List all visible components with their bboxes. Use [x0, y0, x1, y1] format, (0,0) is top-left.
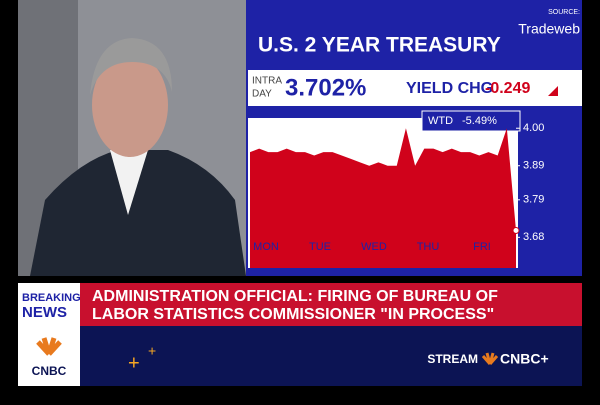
quote-box [248, 70, 582, 106]
stream: STREAM [427, 352, 478, 366]
yield: 3.702% [285, 74, 366, 101]
intra-label: DAY [252, 89, 272, 100]
tag-box [18, 283, 80, 326]
chart: 3.68 3.79 3.89 4.00 MON TUE WED THU FRI [250, 122, 544, 268]
x-tick-label: THU [417, 241, 440, 253]
banner [18, 283, 582, 326]
x-tick-label: FRI [473, 241, 491, 253]
x-tick-label: TUE [309, 241, 331, 253]
peacock [36, 337, 62, 356]
suit [30, 150, 246, 276]
footer [18, 326, 582, 386]
shirt [110, 150, 148, 215]
last-point [512, 227, 520, 234]
peacock-small [481, 352, 499, 365]
panel-title: U.S. 2 YEAR TREASURY [258, 34, 501, 57]
chg-value: -0.249 [485, 80, 530, 97]
y-tick-label: 3.68 [523, 231, 544, 243]
y-tick-label: 3.89 [523, 160, 544, 172]
face [92, 53, 168, 157]
tag: NEWS [22, 304, 67, 321]
wtd-value: -5.49% [462, 115, 497, 127]
x-tick-label: WED [361, 241, 387, 253]
tag: BREAKING [22, 292, 81, 304]
y-tick-label: 4.00 [523, 122, 544, 134]
headline: LABOR STATISTICS COMMISSIONER "IN PROCES… [92, 306, 494, 323]
area [250, 128, 516, 268]
y-tick-label: 3.79 [523, 194, 544, 206]
headline: ADMINISTRATION OFFICIAL: FIRING OF BUREA… [92, 288, 498, 305]
x-tick-label: MON [253, 241, 279, 253]
stream-plus: CNBC+ [500, 351, 549, 367]
plus-deco: + [128, 352, 140, 374]
wtd-box [421, 110, 521, 132]
chg-label: YIELD CHG [406, 80, 493, 97]
plus-deco: + [148, 343, 156, 359]
intra-label: INTRA [252, 76, 282, 87]
source-name: Tradeweb [518, 21, 580, 37]
logo-box [18, 326, 80, 386]
hair [90, 38, 172, 95]
network: CNBC [32, 364, 67, 378]
source-label: SOURCE: [548, 9, 580, 16]
wtd-label: WTD [428, 115, 453, 127]
down-icon [548, 86, 558, 96]
